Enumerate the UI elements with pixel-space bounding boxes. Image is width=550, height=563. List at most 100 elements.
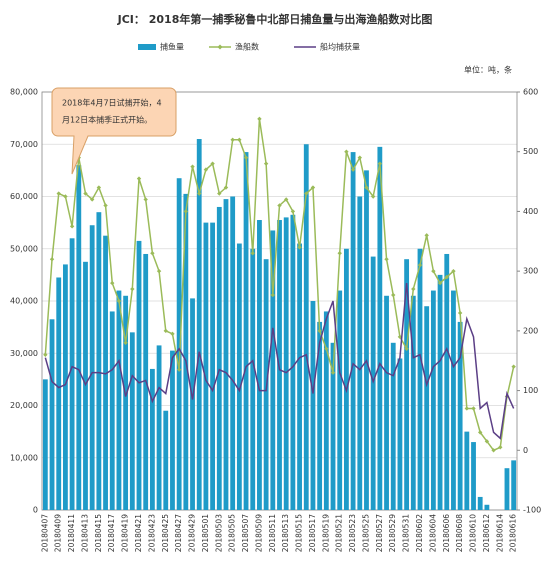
- bar: [297, 243, 302, 510]
- marker: [83, 191, 88, 196]
- marker: [270, 292, 276, 298]
- bar: [430, 290, 436, 510]
- marker: [478, 430, 483, 435]
- bar: [504, 468, 510, 510]
- y2-tick-label: 100: [523, 386, 538, 395]
- marker: [123, 340, 128, 345]
- marker: [103, 203, 108, 208]
- x-tick-label: 20180612: [482, 514, 491, 552]
- legend-swatch: [217, 44, 223, 50]
- bar: [156, 345, 162, 510]
- bar: [424, 306, 430, 510]
- x-tick-label: 20180511: [268, 514, 277, 552]
- bar: [317, 321, 323, 510]
- marker: [190, 164, 195, 169]
- annotation-box: [51, 87, 177, 175]
- marker: [377, 161, 383, 166]
- bar: [357, 196, 363, 510]
- marker: [56, 191, 61, 196]
- y-tick-label: 70,000: [10, 140, 38, 149]
- marker: [143, 197, 148, 202]
- marker: [310, 185, 316, 190]
- bar: [417, 248, 423, 510]
- x-tick-label: 20180425: [161, 514, 170, 552]
- bar: [63, 264, 68, 510]
- marker: [217, 191, 222, 196]
- bar: [170, 350, 175, 510]
- marker: [156, 268, 162, 274]
- bar: [330, 342, 336, 510]
- marker: [130, 286, 135, 292]
- marker: [263, 161, 269, 166]
- marker: [317, 328, 322, 334]
- plot: 0 10,000 20,000 30,000 40,000 50,000 60,000 70,…: [10, 88, 541, 553]
- x-tick-label: 20180616: [509, 514, 518, 552]
- bar: [103, 235, 108, 510]
- marker: [417, 262, 423, 268]
- marker: [63, 194, 68, 199]
- bar: [230, 196, 236, 510]
- marker: [471, 406, 476, 411]
- marker: [290, 209, 296, 214]
- marker: [350, 167, 356, 172]
- y2-tick-label: 300: [523, 267, 538, 276]
- marker: [424, 233, 429, 238]
- x-tick-label: 20180610: [469, 514, 478, 552]
- bar: [471, 442, 476, 510]
- legend-label: 渔船数: [235, 42, 259, 52]
- bar: [310, 301, 316, 510]
- x-tick-label: 20180411: [67, 514, 76, 552]
- bar: [410, 295, 416, 510]
- bar: [397, 358, 403, 510]
- marker: [43, 352, 48, 357]
- marker: [96, 185, 102, 190]
- legend-label: 船均捕获量: [320, 42, 360, 52]
- marker: [150, 251, 155, 256]
- bar: [303, 144, 309, 510]
- bar: [236, 243, 242, 510]
- bar: [283, 217, 289, 510]
- marker: [444, 274, 449, 280]
- bar: [223, 199, 229, 511]
- x-tick-label: 20180604: [428, 514, 437, 552]
- x-tick-label: 20180513: [281, 514, 290, 552]
- marker: [357, 155, 362, 160]
- y2-tick-label: 400: [523, 207, 538, 216]
- bar: [350, 152, 356, 510]
- marker: [203, 167, 209, 172]
- x-tick-label: 20180501: [201, 514, 210, 552]
- x-tick-label: 20180427: [174, 514, 183, 552]
- x-tick-label: 20180509: [254, 514, 263, 552]
- marker: [116, 298, 122, 304]
- marker: [344, 149, 349, 154]
- marker: [49, 257, 55, 262]
- x-tick-label: 20180417: [107, 514, 116, 552]
- bar: [290, 214, 296, 510]
- marker: [230, 137, 235, 142]
- x-tick-label: 20180529: [388, 514, 397, 552]
- x-tick-label: 20180419: [121, 514, 130, 552]
- annotation-text: 月12日本捕季正式开始。: [62, 115, 152, 125]
- bar: [89, 225, 95, 511]
- y-tick-label: 0: [33, 506, 38, 515]
- bar: [163, 410, 169, 510]
- x-tick-label: 20180608: [455, 514, 464, 552]
- bar: [390, 342, 396, 510]
- chart-title: JCI： 2018年第一捕季秘鲁中北部日捕鱼量与出海渔船数对比图: [117, 12, 433, 26]
- bar: [404, 259, 410, 510]
- marker: [243, 155, 249, 160]
- y-tick-label: 50,000: [10, 244, 38, 253]
- legend-label: 捕鱼量: [160, 42, 184, 52]
- marker: [277, 203, 282, 208]
- marker: [437, 280, 443, 286]
- bar: [451, 290, 456, 510]
- bar: [364, 170, 369, 510]
- marker: [183, 209, 189, 214]
- bar: [477, 496, 483, 510]
- x-tick-label: 20180423: [147, 514, 156, 552]
- marker: [176, 367, 182, 372]
- bar: [437, 274, 443, 510]
- x-tick-label: 20180415: [94, 514, 103, 552]
- x-tick-label: 20180505: [228, 514, 237, 552]
- marker: [337, 251, 342, 256]
